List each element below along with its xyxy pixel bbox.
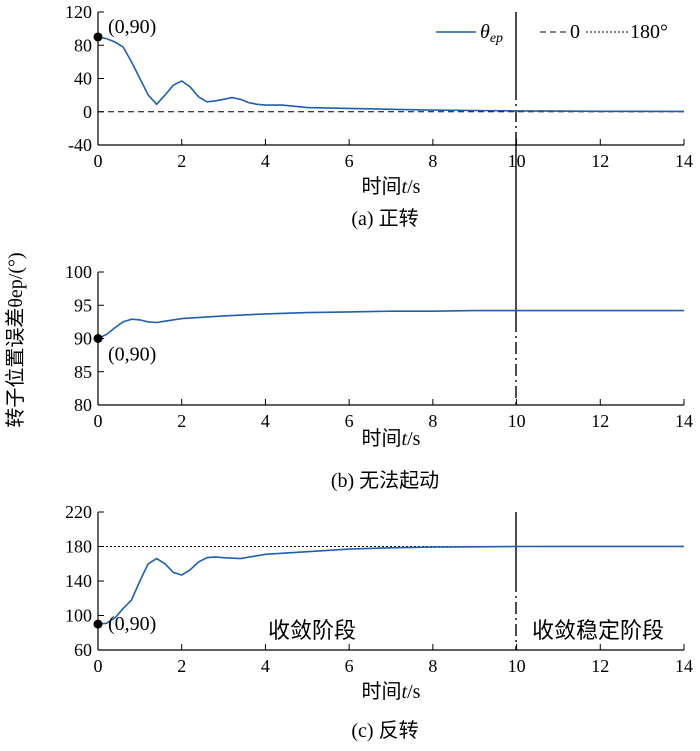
y-axis-label: 转子位置误差θep/(°) xyxy=(4,252,27,427)
x-tick-label-2-4: 8 xyxy=(428,656,437,676)
x-tick-label-1-1: 2 xyxy=(177,411,186,431)
y-tick-label-0-3: 80 xyxy=(74,35,92,55)
x-tick-label-1-0: 0 xyxy=(94,411,103,431)
x-tick-label-0-6: 12 xyxy=(591,151,609,171)
x-axis-label-2: 时间t/s xyxy=(362,680,421,703)
x-tick-label-2-2: 4 xyxy=(261,656,270,676)
x-tick-label-1-3: 6 xyxy=(345,411,354,431)
y-tick-label-2-0: 60 xyxy=(74,640,92,660)
x-tick-label-1-2: 4 xyxy=(261,411,270,431)
panel-caption-1: (b) 无法起动 xyxy=(331,469,439,492)
y-tick-label-1-0: 80 xyxy=(74,395,92,415)
x-tick-label-2-6: 12 xyxy=(591,656,609,676)
legend: θep 0 180° xyxy=(436,21,668,46)
y-tick-label-0-4: 120 xyxy=(65,2,92,22)
x-tick-label-2-3: 6 xyxy=(345,656,354,676)
start-point-label-0: (0,90) xyxy=(108,16,156,38)
y-tick-label-2-2: 140 xyxy=(65,571,92,591)
x-tick-label-1-7: 14 xyxy=(675,411,693,431)
series-line-1-0 xyxy=(97,309,684,340)
x-tick-label-1-5: 10 xyxy=(508,411,526,431)
y-tick-label-0-1: 0 xyxy=(83,102,92,122)
y-tick-label-2-4: 220 xyxy=(65,502,92,522)
stage-label-converging: 收敛阶段 xyxy=(268,618,356,643)
legend-series-label: θep xyxy=(480,21,503,46)
x-axis-label-0: 时间t/s xyxy=(362,175,421,198)
stage-label-stable: 收敛稳定阶段 xyxy=(532,618,664,643)
legend-ref0-label: 0 xyxy=(570,21,580,43)
start-point-label-2: (0,90) xyxy=(108,613,156,635)
x-tick-label-2-7: 14 xyxy=(675,656,693,676)
y-tick-label-1-3: 95 xyxy=(74,295,92,315)
start-point-1 xyxy=(93,334,103,343)
x-tick-label-1-6: 12 xyxy=(591,411,609,431)
y-tick-label-2-1: 100 xyxy=(65,606,92,626)
x-tick-label-0-4: 8 xyxy=(428,151,437,171)
x-tick-label-0-7: 14 xyxy=(675,151,693,171)
x-tick-label-0-1: 2 xyxy=(177,151,186,171)
panel-caption-2: (c) 反转 xyxy=(351,719,418,742)
x-tick-label-2-0: 0 xyxy=(94,656,103,676)
y-tick-label-2-3: 180 xyxy=(65,537,92,557)
legend-ref180-label: 180° xyxy=(630,21,668,43)
x-tick-label-2-5: 10 xyxy=(508,656,526,676)
y-tick-label-1-1: 85 xyxy=(74,362,92,382)
x-tick-label-0-3: 6 xyxy=(345,151,354,171)
x-tick-label-0-0: 0 xyxy=(94,151,103,171)
y-tick-label-1-4: 100 xyxy=(65,262,92,282)
series-line-0-0 xyxy=(97,36,685,113)
y-tick-label-1-2: 90 xyxy=(74,329,92,349)
start-point-0 xyxy=(93,32,103,42)
x-tick-label-0-5: 10 xyxy=(508,151,526,171)
x-tick-label-1-4: 8 xyxy=(428,411,437,431)
panel-caption-0: (a) 正转 xyxy=(351,207,418,230)
start-point-label-1: (0,90) xyxy=(108,344,156,366)
start-point-2 xyxy=(93,619,103,629)
series-line-2-0 xyxy=(97,545,684,625)
y-tick-label-0-2: 40 xyxy=(74,69,92,89)
x-tick-label-0-2: 4 xyxy=(261,151,270,171)
x-axis-label-1: 时间t/s xyxy=(362,427,421,450)
y-tick-label-0-0: -40 xyxy=(68,135,92,155)
x-tick-label-2-1: 2 xyxy=(177,656,186,676)
